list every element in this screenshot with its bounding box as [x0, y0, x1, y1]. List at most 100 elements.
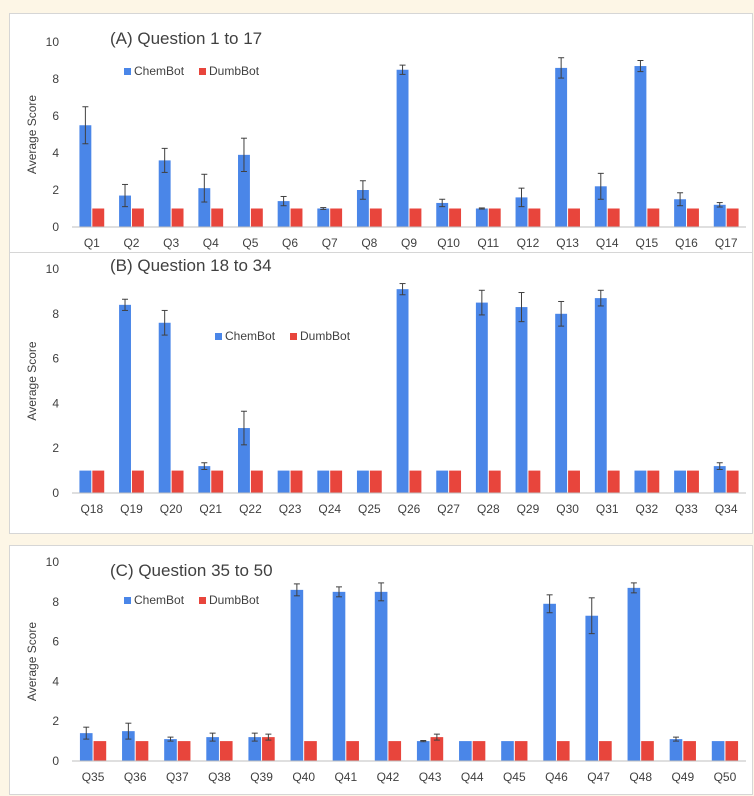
dumbbot-bar: [171, 470, 184, 493]
chart-svg-a: 0 2 4 6 8 10 Average Score (A) Question 1 to 17…: [25, 29, 746, 250]
y-axis-label: Average Score: [25, 622, 39, 701]
x-tick-label: Q42: [377, 770, 400, 784]
chart-svg-b: 0 2 4 6 8 10 Average Score (B) Question 18 to 3…: [25, 256, 746, 516]
dumbbot-bar: [304, 741, 317, 761]
legend-swatch: [215, 333, 222, 340]
dumbbot-bar: [725, 741, 739, 761]
chembot-bar: [594, 298, 607, 493]
x-tick-label: Q13: [556, 236, 579, 250]
dumbbot-bar: [131, 470, 144, 493]
legend-label: DumbBot: [209, 64, 260, 78]
chembot-bar: [79, 470, 92, 493]
dumbbot-bar: [330, 470, 343, 493]
y-tick-label: 8: [52, 307, 59, 321]
x-tick-label: Q29: [517, 502, 540, 516]
chembot-bar: [634, 470, 647, 493]
y-tick-label: 0: [52, 754, 59, 768]
chembot-bar: [711, 741, 725, 761]
chembot-bar: [543, 603, 556, 761]
y-tick-label: 2: [52, 183, 59, 197]
x-tick-label: Q38: [208, 770, 231, 784]
legend-swatch: [124, 597, 131, 604]
dumbbot-bar: [262, 737, 275, 761]
dumbbot-bar: [607, 470, 620, 493]
x-tick-label: Q46: [545, 770, 568, 784]
dumbbot-bar: [687, 208, 699, 227]
x-tick-label: Q47: [587, 770, 610, 784]
x-tick-label: Q7: [322, 236, 338, 250]
x-tick-label: Q21: [199, 502, 222, 516]
y-tick-label: 0: [52, 220, 59, 234]
chembot-bar: [585, 615, 599, 761]
x-tick-label: Q14: [596, 236, 619, 250]
chembot-bar: [374, 591, 388, 761]
dumbbot-bar: [599, 741, 612, 761]
x-tick-label: Q45: [503, 770, 526, 784]
dumbbot-bar: [92, 470, 105, 493]
x-tick-label: Q2: [123, 236, 139, 250]
dumbbot-bar: [726, 470, 739, 493]
x-tick-label: Q35: [82, 770, 105, 784]
chart-panel-b: 0 2 4 6 8 10 Average Score (B) Question 18 to 3…: [9, 252, 753, 534]
y-tick-label: 4: [52, 396, 59, 410]
chembot-bar: [627, 587, 641, 761]
x-tick-label: Q31: [596, 502, 619, 516]
dumbbot-bar: [472, 741, 486, 761]
chart-title: (C) Question 35 to 50: [110, 561, 273, 580]
dumbbot-bar: [449, 470, 462, 493]
dumbbot-bar: [409, 208, 422, 227]
legend-label: ChemBot: [134, 593, 185, 607]
x-tick-label: Q9: [401, 236, 417, 250]
legend-label: DumbBot: [300, 329, 351, 343]
dumbbot-bar: [528, 208, 541, 227]
dumbbot-bar: [369, 470, 382, 493]
x-tick-label: Q3: [163, 236, 179, 250]
x-tick-label: Q40: [292, 770, 315, 784]
dumbbot-bar: [726, 208, 739, 227]
chembot-bar: [436, 202, 449, 227]
chart-panel-a: 0 2 4 6 8 10 Average Score (A) Question 1 to 17…: [9, 13, 753, 268]
x-tick-label: Q26: [398, 502, 421, 516]
chembot-bar: [238, 154, 250, 227]
chembot-bar: [317, 470, 330, 493]
y-axis-label: Average Score: [25, 95, 39, 174]
chembot-bar: [158, 160, 171, 227]
dumbbot-bar: [131, 208, 144, 227]
y-tick-label: 8: [52, 72, 59, 86]
y-tick-label: 2: [52, 441, 59, 455]
x-tick-label: Q1: [84, 236, 100, 250]
dumbbot-bar: [135, 741, 149, 761]
x-tick-label: Q16: [675, 236, 698, 250]
chart-title: (B) Question 18 to 34: [110, 256, 272, 275]
x-tick-label: Q28: [477, 502, 500, 516]
y-tick-label: 10: [46, 35, 60, 49]
chembot-bar: [356, 470, 369, 493]
x-tick-label: Q22: [239, 502, 262, 516]
x-tick-label: Q49: [671, 770, 694, 784]
chembot-bar: [475, 208, 488, 227]
chembot-bar: [436, 470, 449, 493]
x-tick-label: Q33: [675, 502, 698, 516]
x-tick-label: Q50: [714, 770, 737, 784]
x-tick-label: Q25: [358, 502, 381, 516]
x-tick-label: Q15: [636, 236, 659, 250]
dumbbot-bar: [346, 741, 359, 761]
chart-svg-c: 0 2 4 6 8 10 Average Score (C) Question 35 to 5…: [25, 555, 746, 784]
dumbbot-bar: [449, 208, 462, 227]
chembot-bar: [459, 741, 472, 761]
x-tick-label: Q27: [437, 502, 460, 516]
x-tick-label: Q19: [120, 502, 143, 516]
legend-swatch: [199, 597, 206, 604]
dumbbot-bar: [388, 741, 402, 761]
chembot-bar: [475, 302, 488, 493]
chembot-bar: [119, 304, 131, 493]
x-tick-label: Q43: [419, 770, 442, 784]
x-tick-label: Q12: [517, 236, 540, 250]
y-tick-label: 4: [52, 674, 59, 688]
chembot-bar: [396, 69, 409, 227]
y-tick-label: 10: [46, 262, 60, 276]
legend-label: ChemBot: [134, 64, 185, 78]
chembot-bar: [674, 199, 687, 227]
dumbbot-bar: [211, 208, 224, 227]
y-tick-label: 0: [52, 486, 59, 500]
